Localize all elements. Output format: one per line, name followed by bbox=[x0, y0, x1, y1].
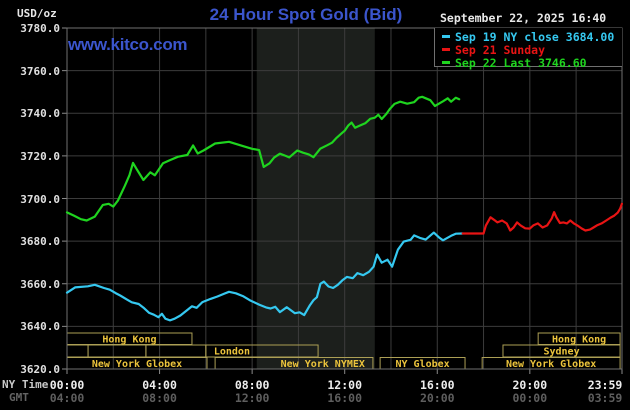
x-tick-label-gmt: 20:00 bbox=[419, 391, 455, 405]
chart-legend: Sep 19 NY close 3684.00 Sep 21 Sunday Se… bbox=[434, 28, 622, 70]
x-tick-label-gmt: 00:00 bbox=[512, 391, 548, 405]
session-label-hong-kong: Hong Kong bbox=[102, 334, 156, 345]
series-line-sep-19-ny-close bbox=[65, 231, 464, 322]
x-tick-label-gmt: 16:00 bbox=[327, 391, 362, 405]
x-tick-label-ny: 00:00 bbox=[49, 378, 85, 392]
x-tick-label-ny: 16:00 bbox=[419, 378, 455, 392]
y-tick-label: 3640.0 bbox=[20, 320, 60, 334]
legend-label-sep21: Sep 21 Sunday bbox=[455, 42, 546, 57]
x-axis-gmt-label: GMT bbox=[9, 391, 29, 404]
legend-label-sep19: Sep 19 NY close 3684.00 bbox=[455, 29, 615, 44]
x-tick-label-gmt: 03:59 bbox=[587, 391, 623, 405]
session-label-new-york-nymex: New York NYMEX bbox=[281, 359, 365, 370]
x-tick-label-ny: 04:00 bbox=[142, 378, 177, 392]
legend-item-sep19: Sep 19 NY close 3684.00 bbox=[442, 29, 622, 44]
session-label-new-york-globex: New York Globex bbox=[506, 359, 596, 370]
legend-item-sep22: Sep 22 Last 3746.60 bbox=[442, 55, 622, 70]
x-tick-label-ny: 08:00 bbox=[234, 378, 270, 392]
legend-label-sep22: Sep 22 Last 3746.60 bbox=[455, 55, 587, 70]
session-box-unlabeled bbox=[87, 344, 147, 358]
series-line-sep-21-sunday bbox=[461, 202, 624, 235]
y-tick-label: 3760.0 bbox=[20, 64, 60, 78]
x-tick-label-ny: 23:59 bbox=[587, 378, 623, 392]
legend-item-sep21: Sep 21 Sunday bbox=[442, 42, 622, 57]
chart-timestamp: September 22, 2025 16:40 bbox=[440, 11, 607, 25]
session-label-london: London bbox=[214, 347, 250, 358]
kitco-watermark-link[interactable]: www.kitco.com bbox=[68, 35, 188, 54]
x-tick-label-gmt: 08:00 bbox=[142, 391, 177, 405]
plot-border bbox=[66, 27, 623, 370]
x-tick-label-ny: 12:00 bbox=[327, 378, 362, 392]
legend-dash-sep21-icon bbox=[442, 48, 450, 51]
legend-dash-sep22-icon bbox=[442, 61, 450, 64]
legend-dash-sep19-icon bbox=[442, 35, 450, 38]
session-label-ny-globex: NY Globex bbox=[395, 359, 449, 370]
y-tick-label: 3680.0 bbox=[20, 235, 60, 249]
session-box-unlabeled bbox=[145, 344, 207, 358]
y-tick-label: 3780.0 bbox=[20, 22, 60, 35]
y-axis-unit-label: USD/oz bbox=[17, 7, 57, 20]
session-label-sydney: Sydney bbox=[543, 347, 579, 358]
y-tick-label: 3740.0 bbox=[20, 107, 60, 121]
series-line-sep-22-last bbox=[65, 95, 461, 222]
y-tick-label: 3700.0 bbox=[20, 192, 60, 206]
y-tick-label: 3620.0 bbox=[20, 363, 60, 376]
session-label-hong-kong: Hong Kong bbox=[552, 334, 606, 345]
x-axis-ny-time-label: NY Time bbox=[2, 378, 49, 391]
y-tick-label: 3660.0 bbox=[20, 277, 60, 291]
x-tick-label-gmt: 04:00 bbox=[49, 391, 85, 405]
session-label-new-york-globex: New York Globex bbox=[92, 359, 182, 370]
session-box-unlabeled bbox=[66, 344, 89, 358]
x-tick-label-ny: 20:00 bbox=[512, 378, 548, 392]
x-tick-label-gmt: 12:00 bbox=[234, 391, 270, 405]
y-tick-label: 3720.0 bbox=[20, 149, 60, 163]
page-title: 24 Hour Spot Gold (Bid) bbox=[209, 5, 403, 24]
